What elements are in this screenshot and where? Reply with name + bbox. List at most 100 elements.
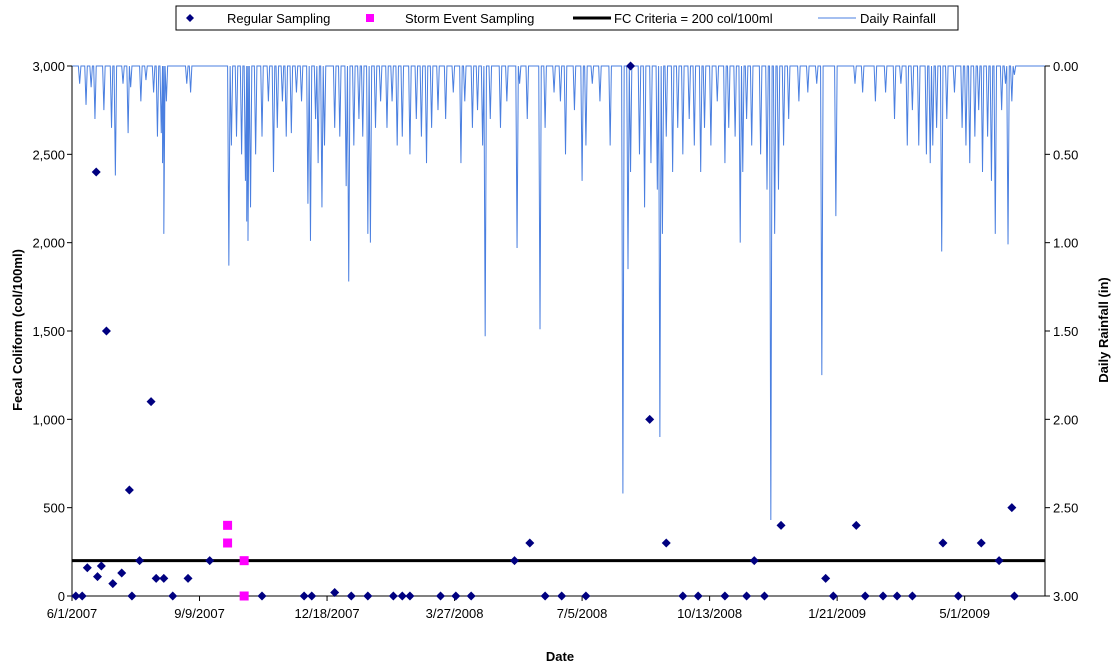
regular-sampling-point xyxy=(749,556,759,566)
regular-sampling-point xyxy=(759,591,769,601)
y2-tick-label: 0.50 xyxy=(1053,147,1078,162)
y-tick-label: 2,000 xyxy=(32,236,65,251)
x-tick-label: 1/21/2009 xyxy=(808,606,866,621)
regular-sampling-point xyxy=(205,556,215,566)
regular-sampling-point xyxy=(330,587,340,597)
regular-sampling-point xyxy=(851,520,861,530)
regular-sampling-point xyxy=(82,563,92,573)
x-tick-label: 5/1/2009 xyxy=(939,606,990,621)
sampling-points xyxy=(71,61,1019,601)
regular-sampling-point xyxy=(108,579,118,589)
regular-sampling-point xyxy=(1009,591,1019,601)
regular-sampling-point xyxy=(892,591,902,601)
regular-sampling-point xyxy=(77,591,87,601)
regular-sampling-point xyxy=(388,591,398,601)
axes xyxy=(67,65,1050,601)
x-tick-label: 6/1/2007 xyxy=(47,606,98,621)
y-tick-label: 2,500 xyxy=(32,147,65,162)
regular-sampling-point xyxy=(436,591,446,601)
regular-sampling-point xyxy=(146,397,156,407)
regular-sampling-point xyxy=(720,591,730,601)
rainfall-line xyxy=(72,65,1045,521)
legend: Regular Sampling Storm Event Sampling FC… xyxy=(175,5,959,31)
regular-sampling-point xyxy=(693,591,703,601)
regular-sampling-point xyxy=(363,591,373,601)
y-tick-label: 1,000 xyxy=(32,412,65,427)
regular-sampling-point xyxy=(645,414,655,424)
regular-sampling-point xyxy=(183,573,193,583)
rainfall-series xyxy=(72,65,1045,521)
storm-sampling-point xyxy=(239,591,249,601)
y2-tick-label: 2.50 xyxy=(1053,501,1078,516)
regular-sampling-point xyxy=(557,591,567,601)
regular-sampling-point xyxy=(135,556,145,566)
legend-label-rainfall: Daily Rainfall xyxy=(860,11,936,26)
regular-sampling-point xyxy=(742,591,752,601)
y-tick-label: 1,500 xyxy=(32,324,65,339)
regular-sampling-point xyxy=(878,591,888,601)
regular-sampling-point xyxy=(451,591,461,601)
regular-sampling-point xyxy=(257,591,267,601)
y2-tick-label: 3.00 xyxy=(1053,589,1078,604)
regular-sampling-point xyxy=(976,538,986,548)
y2-tick-label: 1.50 xyxy=(1053,324,1078,339)
regular-sampling-point xyxy=(510,556,520,566)
regular-sampling-point xyxy=(71,591,81,601)
regular-sampling-point xyxy=(168,591,178,601)
regular-sampling-point xyxy=(117,568,127,578)
legend-square-icon xyxy=(366,14,374,22)
regular-sampling-point xyxy=(821,573,831,583)
regular-sampling-point xyxy=(938,538,948,548)
x-tick-label: 9/9/2007 xyxy=(174,606,225,621)
y-tick-label: 0 xyxy=(58,589,65,604)
regular-sampling-point xyxy=(307,591,317,601)
regular-sampling-point xyxy=(91,167,101,177)
regular-sampling-point xyxy=(159,573,169,583)
legend-item-rainfall: Daily Rainfall xyxy=(818,11,936,26)
storm-sampling-point xyxy=(223,520,233,530)
legend-label-storm: Storm Event Sampling xyxy=(405,11,534,26)
tick-labels: 0 500 1,000 1,500 2,000 2,500 3,000 3.00 2.50 2.0… xyxy=(32,59,1078,621)
regular-sampling-point xyxy=(151,573,161,583)
regular-sampling-point xyxy=(776,520,786,530)
y2-tick-label: 2.00 xyxy=(1053,412,1078,427)
regular-sampling-point xyxy=(994,556,1004,566)
regular-sampling-point xyxy=(525,538,535,548)
regular-sampling-point xyxy=(626,61,636,71)
legend-label-regular: Regular Sampling xyxy=(227,11,330,26)
x-tick-label: 7/5/2008 xyxy=(557,606,608,621)
regular-sampling-point xyxy=(124,485,134,495)
regular-sampling-point xyxy=(466,591,476,601)
x-axis-title: Date xyxy=(546,649,574,664)
legend-item-storm: Storm Event Sampling xyxy=(366,11,534,26)
regular-sampling-point xyxy=(127,591,137,601)
regular-sampling-point xyxy=(93,572,103,582)
regular-sampling-point xyxy=(101,326,111,336)
y2-tick-label: 0.00 xyxy=(1053,59,1078,74)
legend-diamond-icon xyxy=(186,14,194,22)
regular-sampling-point xyxy=(346,591,356,601)
regular-sampling-point xyxy=(581,591,591,601)
x-tick-label: 10/13/2008 xyxy=(677,606,742,621)
storm-sampling-point xyxy=(223,538,233,548)
legend-label-criteria: FC Criteria = 200 col/100ml xyxy=(614,11,773,26)
storm-sampling-point xyxy=(239,556,249,566)
regular-sampling-point xyxy=(397,591,407,601)
regular-sampling-point xyxy=(299,591,309,601)
regular-sampling-point xyxy=(96,561,106,571)
legend-item-regular: Regular Sampling xyxy=(186,11,330,26)
regular-sampling-point xyxy=(405,591,415,601)
y2-tick-label: 1.00 xyxy=(1053,236,1078,251)
legend-item-criteria: FC Criteria = 200 col/100ml xyxy=(573,11,773,26)
y-tick-label: 500 xyxy=(43,501,65,516)
regular-sampling-point xyxy=(828,591,838,601)
regular-sampling-point xyxy=(953,591,963,601)
y-axis-title: Fecal Coliform (col/100ml) xyxy=(10,249,25,411)
regular-sampling-point xyxy=(860,591,870,601)
x-tick-label: 3/27/2008 xyxy=(426,606,484,621)
y2-axis-title: Daily Rainfall (in) xyxy=(1096,277,1111,382)
regular-sampling-point xyxy=(540,591,550,601)
regular-sampling-point xyxy=(678,591,688,601)
regular-sampling-point xyxy=(661,538,671,548)
